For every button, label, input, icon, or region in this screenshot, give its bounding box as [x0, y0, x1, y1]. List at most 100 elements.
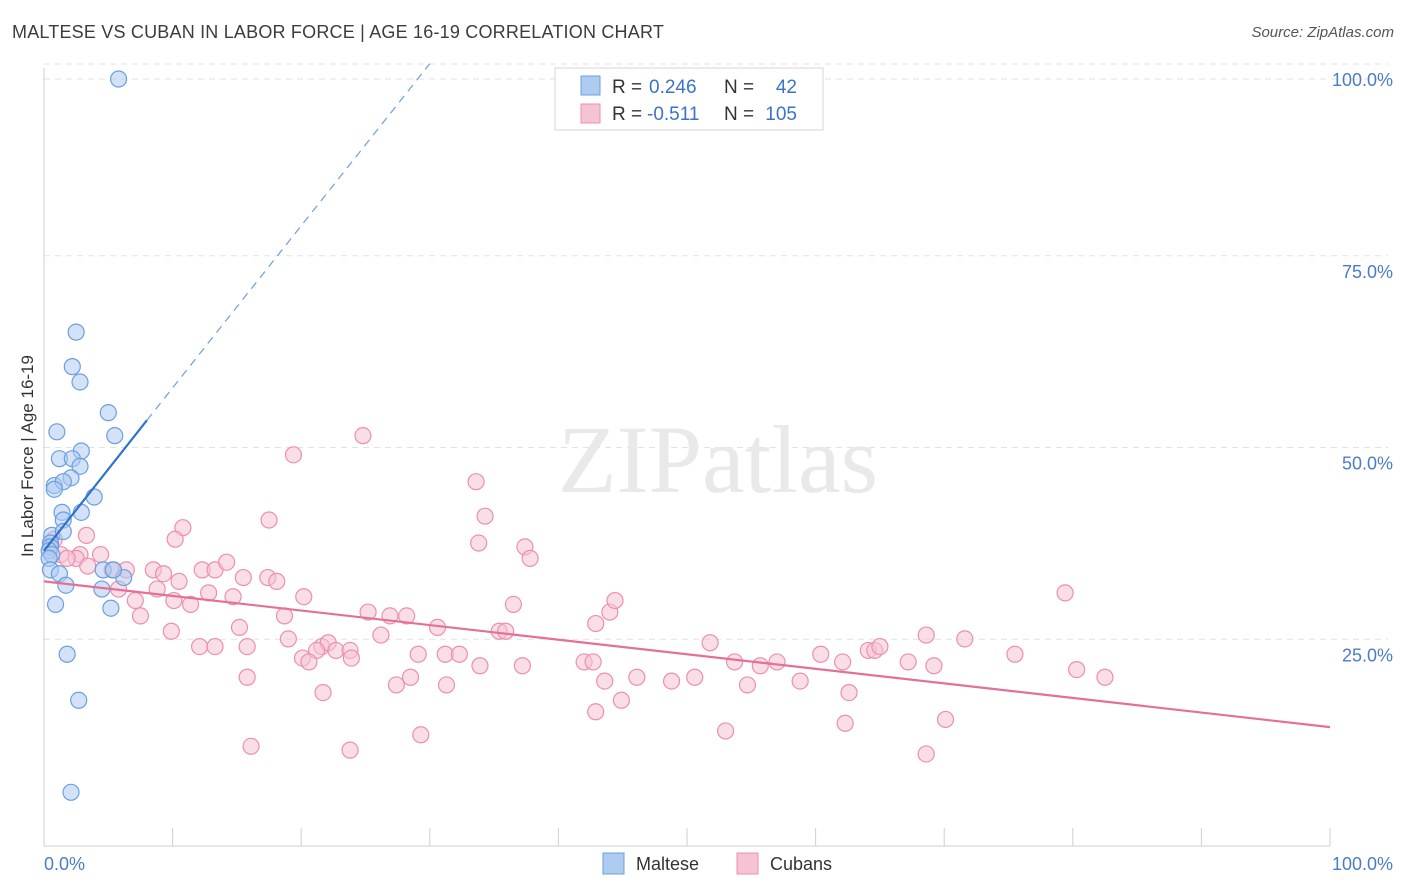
cubans-point	[584, 653, 602, 671]
cubans-point	[314, 683, 332, 702]
cubans-point	[871, 637, 889, 656]
cubans-point	[840, 683, 858, 702]
cubans-point	[268, 572, 286, 590]
maltese-point	[99, 404, 117, 422]
cubans-series	[45, 427, 1114, 763]
cubans-point	[587, 614, 605, 633]
maltese-point	[48, 423, 66, 441]
maltese-point	[46, 595, 65, 613]
cubans-point	[917, 626, 935, 644]
cubans-point	[513, 657, 531, 675]
cubans-point	[354, 427, 372, 445]
cubans-point	[342, 649, 360, 667]
cubans-point	[738, 676, 757, 694]
cubans-point	[751, 657, 769, 675]
cubans-point	[437, 676, 456, 694]
cubans-point	[450, 645, 468, 663]
stats-n-value-maltese: 42	[776, 77, 797, 98]
legend-swatch-maltese	[602, 852, 625, 875]
stats-r-value-maltese: 0.246	[649, 77, 697, 98]
maltese-trendline	[43, 419, 148, 552]
cubans-point	[768, 653, 786, 671]
cubans-point	[521, 549, 539, 567]
cubans-point	[230, 618, 249, 637]
cubans-point	[162, 622, 180, 640]
maltese-trendline-extension	[146, 63, 431, 421]
cubans-point	[372, 626, 390, 644]
cubans-point	[182, 595, 200, 613]
x-tick-label-min: 0.0%	[44, 854, 85, 874]
stats-n-value-cubans: 105	[765, 104, 797, 125]
maltese-point	[62, 783, 80, 801]
cubans-point	[91, 545, 110, 564]
cubans-trendline	[43, 580, 1331, 729]
legend-label-cubans: Cubans	[770, 854, 832, 874]
cubans-point	[170, 572, 188, 590]
y-tick-label: 50.0%	[1342, 454, 1393, 474]
cubans-point	[504, 595, 522, 613]
cubans-point	[238, 668, 256, 686]
cubans-point	[662, 672, 681, 690]
cubans-point	[471, 657, 489, 675]
maltese-point	[104, 561, 123, 579]
cubans-point	[1068, 660, 1086, 679]
cubans-point	[701, 634, 719, 652]
maltese-series	[40, 70, 133, 801]
cubans-point	[470, 534, 488, 552]
cubans-point	[284, 446, 303, 464]
cubans-point	[587, 703, 605, 721]
maltese-point	[63, 358, 81, 376]
cubans-point	[497, 622, 515, 640]
cubans-point	[131, 607, 150, 625]
cubans-point	[716, 722, 735, 740]
x-tick-label-max: 100.0%	[1332, 854, 1393, 874]
cubans-point	[628, 668, 646, 686]
legend-swatch-cubans	[736, 852, 759, 875]
maltese-point	[85, 488, 103, 506]
maltese-point	[71, 457, 89, 475]
cubans-point	[686, 668, 704, 686]
trendlines	[43, 63, 1331, 729]
cubans-point	[956, 630, 974, 648]
maltese-point	[71, 373, 89, 391]
cubans-point	[218, 553, 236, 571]
stats-swatch-maltese	[580, 75, 601, 96]
legend-label-maltese: Maltese	[636, 854, 699, 874]
cubans-point	[606, 591, 624, 610]
cubans-point	[467, 473, 485, 491]
cubans-point	[295, 588, 313, 606]
maltese-point	[109, 70, 128, 88]
maltese-point	[70, 691, 88, 709]
cubans-point	[612, 691, 631, 709]
cubans-point	[596, 672, 614, 690]
cubans-point	[1056, 584, 1074, 602]
grid-layer	[44, 63, 1388, 640]
y-axis-title: In Labor Force | Age 16-19	[18, 355, 37, 557]
watermark-text: ZIPatlas	[558, 406, 878, 513]
cubans-point	[409, 645, 427, 663]
cubans-point	[234, 568, 252, 587]
cubans-point	[279, 630, 297, 648]
maltese-point	[45, 480, 63, 498]
cubans-point	[154, 565, 173, 583]
watermark: ZIPatlas	[558, 406, 878, 513]
maltese-point	[67, 323, 85, 341]
bottom-legend: Maltese Cubans	[602, 852, 832, 875]
cubans-point	[398, 607, 416, 625]
maltese-point	[106, 427, 124, 445]
maltese-point	[54, 522, 72, 541]
stats-r-label-maltese: R =	[612, 77, 642, 98]
cubans-point	[836, 714, 854, 732]
stats-swatch-cubans	[580, 103, 601, 124]
chart-source: Source: ZipAtlas.com	[1251, 24, 1394, 41]
y-tick-label: 100.0%	[1332, 70, 1393, 90]
cubans-point	[79, 557, 97, 575]
cubans-point	[834, 653, 852, 671]
cubans-point	[401, 668, 420, 686]
cubans-point	[899, 653, 917, 671]
cubans-point	[191, 637, 209, 656]
cubans-point	[917, 745, 935, 763]
cubans-point	[224, 588, 242, 606]
stats-r-label-cubans: R =	[612, 104, 642, 125]
